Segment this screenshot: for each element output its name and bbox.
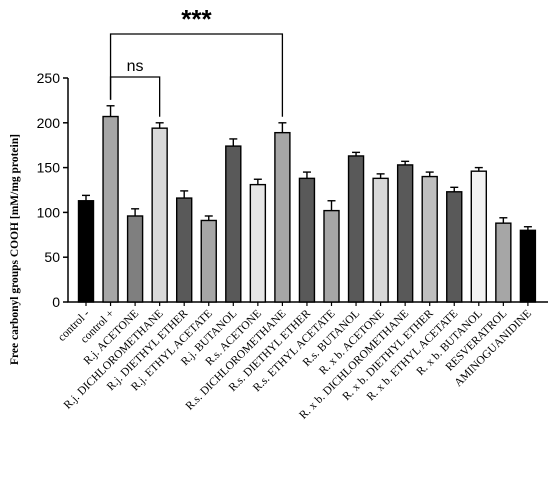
bar: [200, 219, 217, 303]
significance-annotations: *** ns: [109, 4, 284, 117]
bar: [446, 191, 463, 303]
significance-bracket: [109, 76, 161, 117]
bar: [323, 209, 340, 303]
bar: [77, 200, 95, 303]
bar: [126, 215, 144, 303]
bar: [470, 170, 487, 303]
significance-label: ns: [127, 58, 144, 75]
significance-label: ***: [181, 4, 212, 34]
bars: [77, 115, 537, 303]
y-tick-label: 150: [37, 160, 61, 176]
y-ticks: 0 50 100 150 200 250: [37, 70, 68, 310]
bar: [347, 155, 365, 303]
bar: [175, 197, 193, 303]
bar: [372, 177, 389, 303]
bar: [298, 177, 316, 303]
bar: [225, 145, 242, 303]
error-bars: [82, 105, 532, 231]
bar: [151, 127, 168, 303]
y-tick-label: 250: [37, 70, 61, 86]
bar: [519, 229, 537, 303]
y-tick-label: 50: [44, 249, 60, 265]
y-axis-label: Free carbonyl groups COOH [mM/mg protein…: [9, 134, 21, 365]
bar: [249, 183, 267, 303]
bar: [495, 222, 512, 303]
bar: [274, 131, 291, 303]
y-tick-label: 0: [52, 294, 60, 310]
bar: [102, 115, 119, 303]
y-tick-label: 100: [37, 204, 61, 220]
bar: [396, 164, 414, 303]
y-tick-label: 200: [37, 115, 61, 131]
bar: [421, 175, 438, 303]
significance-bracket: [109, 33, 284, 117]
